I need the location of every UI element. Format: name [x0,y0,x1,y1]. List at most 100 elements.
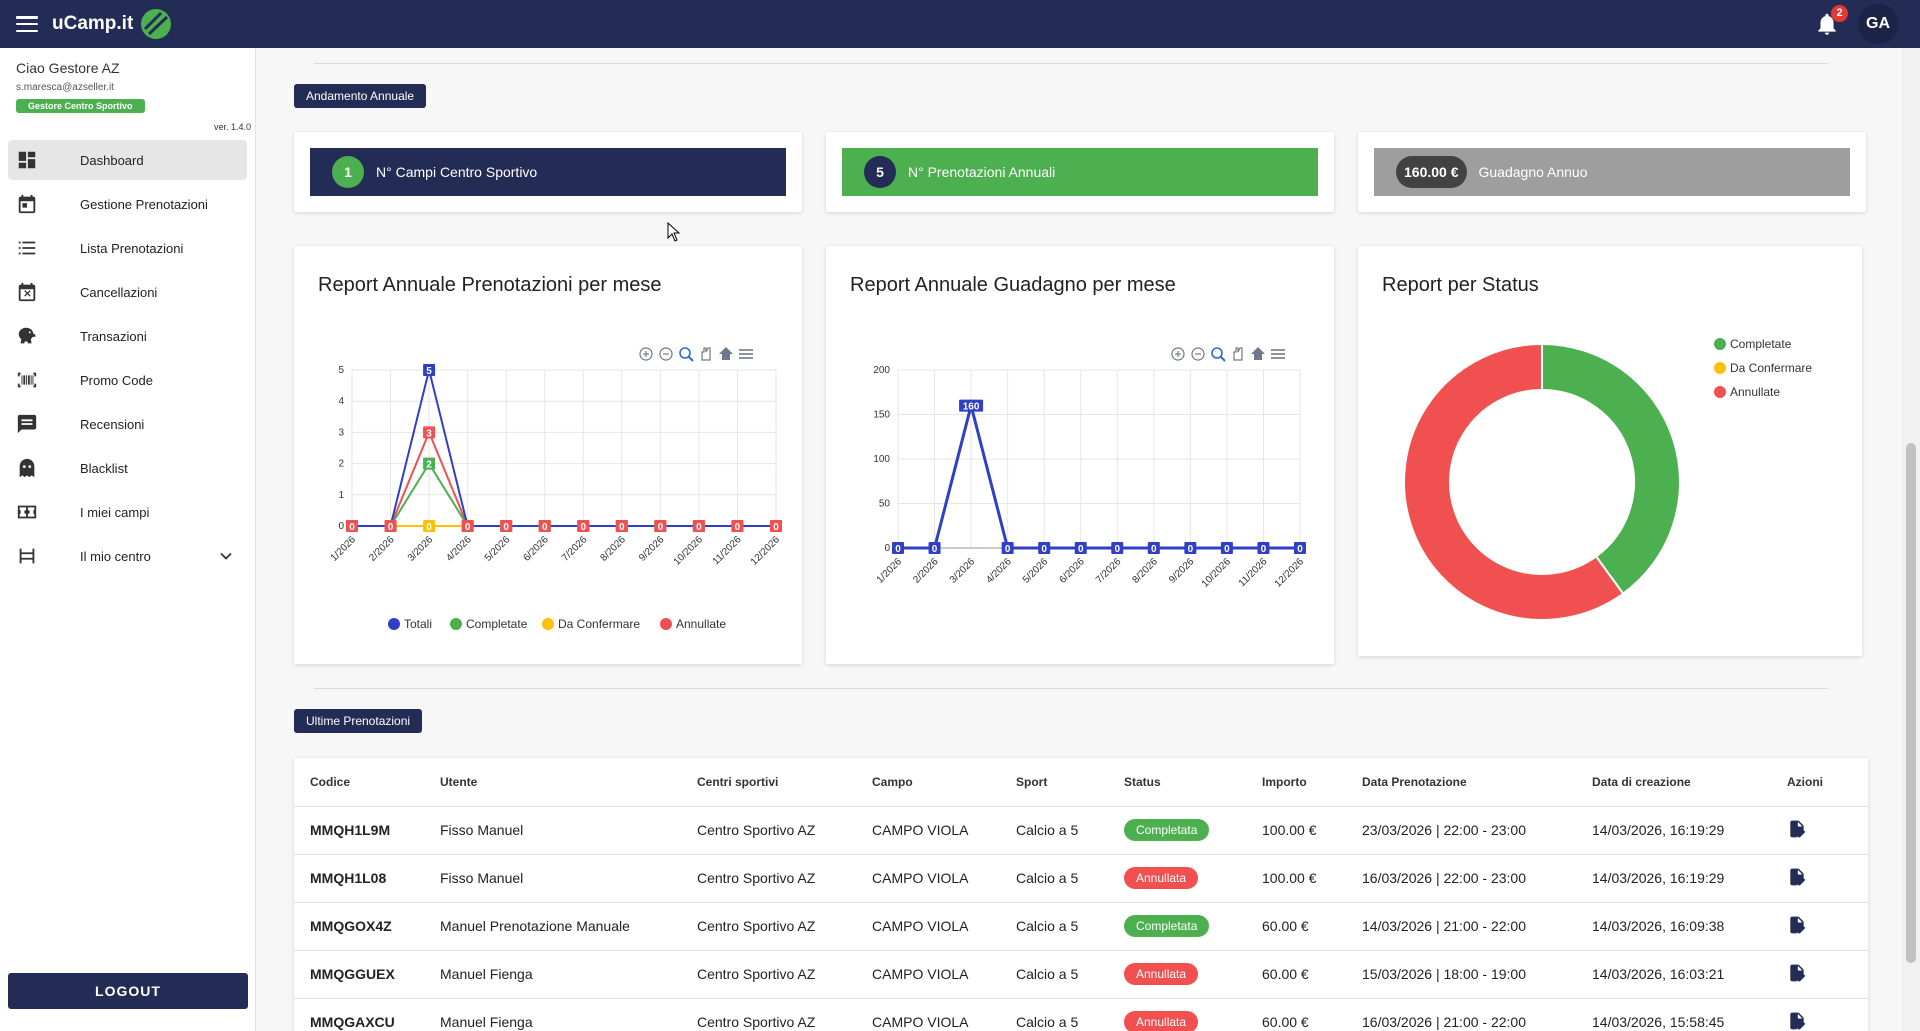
cell-booking-date: 15/03/2026 | 18:00 - 19:00 [1346,950,1576,999]
cell-actions [1771,806,1868,855]
divider [314,688,1828,689]
menu-icon[interactable] [16,16,38,32]
column-header[interactable]: Codice [294,758,424,807]
sidebar-item-lista-prenotazioni[interactable]: Lista Prenotazioni [8,228,247,268]
data-label-box [1147,542,1160,554]
data-label: 0 [1114,544,1120,555]
zoom-in-icon-shape [1171,347,1185,361]
sidebar-item-label: Il mio centro [80,548,151,564]
data-label-box [461,520,474,532]
dashboard-icon [16,149,38,171]
data-label: 160 [963,402,980,413]
edit-document-icon[interactable] [1787,820,1807,842]
x-tick-label: 12/2026 [1273,556,1307,590]
legend-marker [1714,386,1726,398]
sidebar-item-label: Recensioni [80,416,145,432]
pan-icon[interactable] [1233,347,1243,361]
sidebar-item-recensioni[interactable]: Recensioni [8,404,247,444]
stat-bookings: 5 N° Prenotazioni Annuali [842,148,1318,196]
cell-center: Centro Sportivo AZ [681,854,856,903]
zoom-out-icon-shape [1191,347,1205,361]
reset-zoom-icon[interactable] [1251,347,1265,360]
data-label-box [423,426,436,439]
sidebar-item-label: Blacklist [80,460,128,476]
table-row[interactable]: MMQH1L08 Fisso Manuel Centro Sportivo AZ CA… [294,854,1868,903]
zoom-select-icon[interactable] [1211,347,1226,362]
cell-user: Manuel Fienga [424,998,681,1031]
piggy-bank-icon [16,325,38,347]
column-header[interactable]: Campo [856,758,1000,807]
cell-field: CAMPO VIOLA [856,854,1000,903]
column-header[interactable]: Data di creazione [1576,758,1771,807]
sidebar-item-dashboard[interactable]: Dashboard [8,140,247,180]
sidebar-item-promo-code[interactable]: Promo Code [8,360,247,400]
sidebar-item-cancellazioni[interactable]: Cancellazioni [8,272,247,312]
status-donut-chart: Completate Da Confermare Annullate [1403,337,1812,621]
menu-icon[interactable] [1271,349,1285,359]
reset-zoom-icon[interactable] [719,347,733,360]
cell-user: Fisso Manuel [424,806,681,855]
column-header[interactable]: Importo [1246,758,1346,807]
legend-label: Completate [466,617,528,631]
cell-actions [1771,950,1868,999]
edit-document-icon[interactable] [1787,1012,1807,1031]
column-header[interactable]: Status [1108,758,1246,807]
zoom-select-icon[interactable] [679,347,694,362]
column-header[interactable]: Sport [1000,758,1108,807]
sidebar-item-gestione-prenotazioni[interactable]: Gestione Prenotazioni [8,184,247,224]
sidebar-item-transazioni[interactable]: Transazioni [8,316,247,356]
menu-icon[interactable] [739,349,753,359]
edit-document-icon[interactable] [1787,964,1807,986]
notifications-bell-icon[interactable]: 2 [1814,5,1848,37]
zoom-in-icon[interactable] [1171,347,1185,361]
cell-user: Manuel Prenotazione Manuale [424,902,681,951]
sidebar-item-il-mio-centro[interactable]: Il mio centro [8,536,247,576]
column-header[interactable]: Centri sportivi [681,758,856,807]
pan-icon[interactable] [701,347,711,361]
cell-actions [1771,998,1868,1031]
scrollbar-thumb[interactable] [1906,443,1916,963]
cell-booking-date: 16/03/2026 | 21:00 - 22:00 [1346,998,1576,1031]
data-label: 0 [388,522,394,533]
column-header[interactable]: Data Prenotazione [1346,758,1576,807]
x-tick-label: 7/2026 [560,534,590,564]
stat-label: Guadagno Annuo [1478,164,1588,180]
cell-booking-date: 14/03/2026 | 21:00 - 22:00 [1346,902,1576,951]
brand[interactable]: uCamp.it [52,7,173,41]
sidebar-item-i-miei-campi[interactable]: I miei campi [8,492,247,532]
table-row[interactable]: MMQGOX4Z Manuel Prenotazione Manuale Centr… [294,902,1868,951]
sidebar-item-blacklist[interactable]: Blacklist [8,448,247,488]
zoom-out-icon[interactable] [1191,347,1205,361]
avatar[interactable]: GA [1858,4,1898,44]
edit-document-icon[interactable] [1787,916,1807,938]
data-label: 0 [580,522,586,533]
zoom-in-icon[interactable] [639,347,653,361]
cell-code: MMQH1L08 [294,854,424,903]
edit-document-icon[interactable] [1787,868,1807,890]
chevron-down-icon[interactable] [219,549,233,563]
x-tick-label: 2/2026 [911,556,941,586]
data-label: 0 [349,522,355,533]
x-tick-label: 6/2026 [1057,556,1087,586]
data-label: 0 [426,522,432,533]
column-header[interactable]: Azioni [1771,758,1868,807]
zoom-out-icon[interactable] [659,347,673,361]
cell-code: MMQGAXCU [294,998,424,1031]
stat-value: 5 [864,156,896,188]
mouse-cursor-icon [667,222,681,242]
cell-status: Completata [1108,806,1246,855]
column-header[interactable]: Utente [424,758,681,807]
table-row[interactable]: MMQGAXCU Manuel Fienga Centro Sportivo AZ C… [294,998,1868,1031]
table-row[interactable]: MMQGGUEX Manuel Fienga Centro Sportivo AZ C… [294,950,1868,999]
data-label: 0 [735,522,741,533]
page-scrollbar[interactable] [1902,48,1920,1031]
stat-card-fields: 1 N° Campi Centro Sportivo [294,132,802,212]
data-label-box [892,542,904,554]
logout-button[interactable]: LOGOUT [8,973,248,1009]
table-row[interactable]: MMQH1L9M Fisso Manuel Centro Sportivo AZ CA… [294,806,1868,855]
cell-status: Annullata [1108,950,1246,999]
stat-label: N° Campi Centro Sportivo [376,164,538,180]
x-tick-label: 8/2026 [1131,556,1161,586]
revenue-line-chart: 0 50 100 150 200 1/2026 2/2026 3/2026 4/2026 5/20… [873,347,1307,590]
cell-sport: Calcio a 5 [1000,998,1108,1031]
